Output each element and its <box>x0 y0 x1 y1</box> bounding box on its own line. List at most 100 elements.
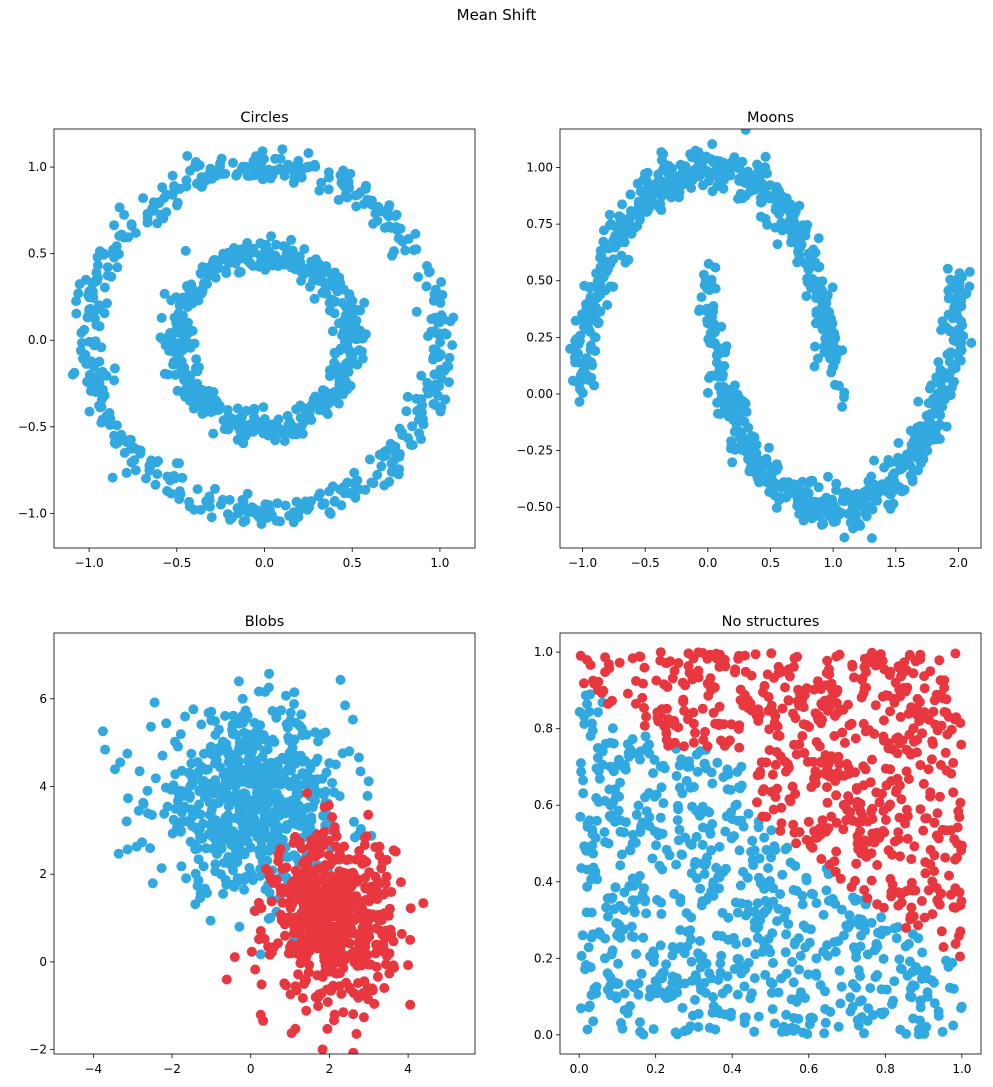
scatter-point <box>593 766 604 776</box>
scatter-point <box>929 850 940 861</box>
scatter-point <box>91 320 102 330</box>
scatter-point <box>922 445 933 456</box>
x-tick-label: −0.5 <box>631 556 660 570</box>
scatter-point <box>234 737 245 748</box>
scatter-point <box>333 194 344 205</box>
scatter-point <box>889 976 900 987</box>
scatter-point <box>255 166 266 177</box>
scatter-point <box>295 919 306 930</box>
scatter-point <box>635 1017 645 1028</box>
scatter-point <box>230 718 240 729</box>
scatter-point <box>697 839 708 850</box>
scatter-point <box>249 412 259 423</box>
scatter-point <box>381 959 391 970</box>
scatter-point <box>881 984 892 995</box>
scatter-point <box>126 457 137 468</box>
scatter-point <box>102 262 113 273</box>
scatter-point <box>901 1028 912 1039</box>
scatter-point <box>745 993 756 1004</box>
y-tick-label: 0.00 <box>526 387 553 401</box>
scatter-point <box>411 393 422 404</box>
scatter-point <box>777 225 788 236</box>
scatter-point <box>652 713 663 724</box>
scatter-point <box>828 516 839 527</box>
scatter-point <box>371 923 382 934</box>
scatter-point <box>708 890 719 901</box>
scatter-point <box>263 682 274 693</box>
scatter-point <box>685 149 696 160</box>
scatter-point <box>598 685 609 696</box>
scatter-point <box>927 909 938 920</box>
scatter-point <box>812 711 823 722</box>
scatter-point <box>924 416 935 427</box>
scatter-point <box>193 766 204 777</box>
scatter-point <box>947 313 958 324</box>
scatter-point <box>707 139 718 150</box>
scatter-point <box>693 665 704 676</box>
scatter-point <box>329 368 340 379</box>
scatter-point <box>193 362 204 373</box>
y-tick-label: 0.0 <box>28 333 47 347</box>
scatter-point <box>909 841 920 852</box>
scatter-point <box>76 337 87 348</box>
scatter-point <box>896 794 907 805</box>
scatter-point <box>639 662 650 673</box>
scatter-point <box>672 800 683 811</box>
scatter-point <box>726 443 736 454</box>
scatter-point <box>305 823 316 834</box>
scatter-point <box>152 469 163 479</box>
scatter-point <box>767 487 778 498</box>
scatter-point <box>705 673 716 684</box>
scatter-point <box>323 907 334 918</box>
scatter-point <box>827 362 838 373</box>
scatter-point <box>831 478 842 489</box>
scatter-point <box>141 473 151 484</box>
scatter-point <box>644 788 654 798</box>
scatter-point <box>381 854 392 865</box>
scatter-point <box>776 204 787 215</box>
scatter-point <box>729 152 740 163</box>
scatter-point <box>813 768 824 779</box>
scatter-point <box>303 771 314 782</box>
scatter-point <box>616 849 627 860</box>
scatter-point <box>586 907 597 918</box>
scatter-point <box>752 898 763 909</box>
scatter-point <box>956 1003 967 1014</box>
scatter-point <box>652 894 663 905</box>
scatter-point <box>901 766 912 777</box>
scatter-point <box>347 714 358 725</box>
scatter-point <box>667 978 678 988</box>
scatter-point <box>947 365 957 375</box>
x-tick-label: −0.5 <box>162 556 191 570</box>
scatter-point <box>354 345 365 356</box>
scatter-point <box>210 866 221 877</box>
scatter-point <box>586 718 597 729</box>
scatter-point <box>231 170 242 181</box>
scatter-point <box>614 657 625 668</box>
scatter-point <box>261 780 272 791</box>
x-tick-label: 0 <box>247 1062 255 1076</box>
scatter-point <box>138 193 149 204</box>
scatter-point <box>371 961 382 972</box>
scatter-point <box>942 263 953 274</box>
scatter-point <box>259 810 270 821</box>
scatter-point <box>894 954 905 965</box>
scatter-point <box>293 969 304 980</box>
scatter-point <box>220 812 231 823</box>
scatter-point <box>444 377 454 388</box>
scatter-point <box>685 838 696 849</box>
scatter-point <box>719 654 730 665</box>
scatter-point <box>403 960 414 971</box>
scatter-point <box>776 802 787 813</box>
scatter-point <box>135 448 146 459</box>
scatter-point <box>934 791 945 802</box>
scatter-point <box>376 461 387 472</box>
scatter-point <box>325 508 336 519</box>
scatter-point <box>319 953 330 964</box>
scatter-point <box>134 766 145 777</box>
scatter-point <box>327 812 338 822</box>
scatter-point <box>575 811 586 822</box>
scatter-point <box>329 1015 339 1026</box>
scatter-point <box>196 719 207 730</box>
scatter-point <box>589 983 600 994</box>
